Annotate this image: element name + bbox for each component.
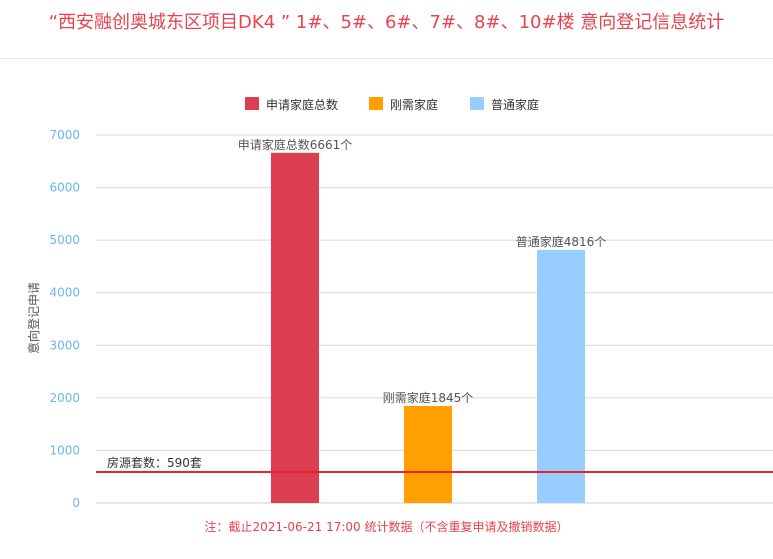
bar-0: [271, 152, 319, 503]
legend-swatch-2: [470, 97, 484, 110]
y-tick-label: 5000: [49, 233, 80, 247]
data-label-2: 普通家庭4816个: [516, 234, 607, 249]
bars: [271, 152, 585, 503]
legend-swatch-0: [245, 97, 259, 110]
y-tick-label: 7000: [49, 128, 80, 142]
legend-label-2: 普通家庭: [491, 97, 539, 112]
reference-line-group: 房源套数：590套: [96, 455, 773, 473]
grid-lines: [96, 134, 773, 504]
bar-1: [404, 406, 452, 503]
data-label-1: 刚需家庭1845个: [383, 390, 474, 405]
y-tick-label: 2000: [49, 391, 80, 405]
y-tick-label: 1000: [49, 443, 80, 457]
chart-legend: 申请家庭总数 刚需家庭 普通家庭: [245, 97, 539, 112]
data-label-0: 申请家庭总数6661个: [238, 137, 353, 152]
y-tick-label: 0: [72, 496, 80, 510]
legend-swatch-1: [369, 97, 383, 110]
title-divider: [0, 58, 773, 59]
footnote: 注：截止2021-06-21 17:00 统计数据（不含重复申请及撤销数据）: [204, 520, 569, 534]
y-tick-label: 6000: [49, 181, 80, 195]
page-title: “西安融创奥城东区项目DK4 ” 1#、5#、6#、7#、8#、10#楼 意向登…: [48, 12, 725, 33]
y-tick-label: 3000: [49, 338, 80, 352]
y-axis-label: 意向登记申请: [26, 282, 41, 354]
legend-label-1: 刚需家庭: [390, 97, 438, 112]
y-tick-label: 4000: [49, 286, 80, 300]
legend-label-0: 申请家庭总数: [266, 97, 338, 112]
y-axis-ticks: 0 1000 2000 3000 4000 5000 6000 7000: [49, 128, 80, 510]
reference-line-label: 房源套数：590套: [107, 455, 202, 470]
bar-2: [537, 249, 585, 503]
